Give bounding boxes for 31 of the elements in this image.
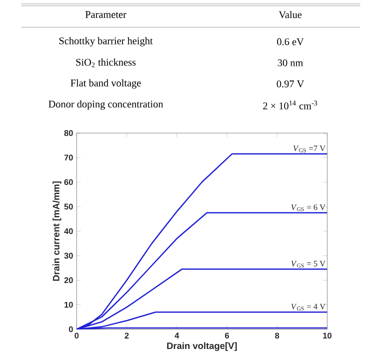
x-tick-label: 2 [124, 332, 129, 338]
x-tick-label: 8 [275, 332, 280, 338]
text: 30 nm [278, 59, 304, 66]
x-tick-label: 4 [174, 332, 180, 338]
text: 0.6 eV [277, 38, 304, 46]
series-label: V$_{GS}$ = 6 V [291, 204, 326, 211]
y-tick-label: 70 [64, 154, 73, 160]
text: Flat band voltage [70, 79, 141, 88]
text: 0.97 V [276, 80, 304, 88]
series-label: V$_{GS}$ = 5 V [291, 260, 326, 268]
text: 2 × 10$^{14}$ cm$^{-3}$ [263, 100, 318, 110]
series-label: V$_{GS}$ =7 V [293, 145, 326, 152]
y-tick-label: 80 [64, 130, 73, 136]
y-tick-label: 40 [64, 228, 73, 234]
y-tick-label: 0 [68, 326, 73, 332]
x-tick-label: 6 [224, 332, 229, 338]
x-tick-label: 0 [74, 332, 79, 338]
y-axis-title: Drain current [mA/mm] [52, 181, 62, 281]
text: SiO$_{2}$ thickness [76, 58, 136, 67]
series-label: V$_{GS}$ = 4 V [291, 304, 326, 310]
text: Parameter [85, 10, 126, 18]
x-tick-label: 10 [323, 332, 332, 338]
y-tick-label: 60 [64, 179, 73, 185]
text: Value [278, 10, 302, 18]
y-tick-label: 50 [64, 204, 73, 210]
text: Schottky barrier height [59, 36, 153, 46]
y-tick-label: 30 [64, 252, 73, 258]
y-tick-label: 20 [64, 277, 73, 283]
text: Donor doping concentration [48, 100, 164, 110]
y-tick-label: 10 [64, 302, 73, 308]
x-axis-title: Drain voltage[V] [167, 342, 237, 351]
